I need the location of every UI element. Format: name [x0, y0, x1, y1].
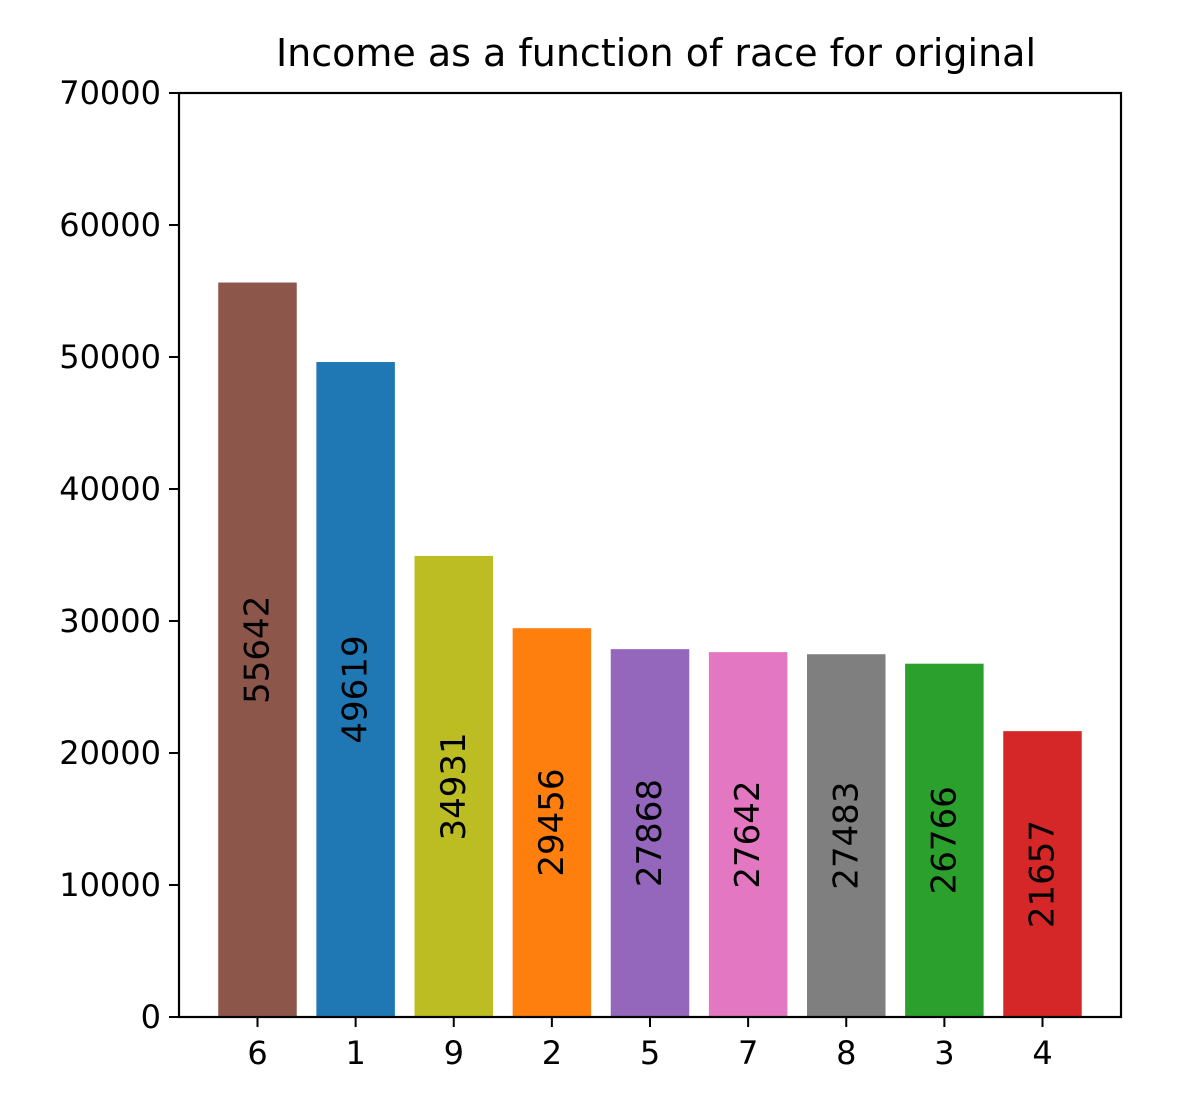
y-tick-label-70000: 70000 [59, 74, 161, 112]
y-tick-label-0: 0 [141, 998, 161, 1036]
data-label-2: 29456 [532, 769, 572, 877]
x-tick-label-3: 3 [934, 1034, 954, 1072]
bar-6 [218, 282, 297, 1017]
x-tick-label-7: 7 [738, 1034, 758, 1072]
bar-7 [708, 652, 788, 1017]
y-tick-label-60000: 60000 [59, 206, 161, 244]
data-label-9: 34931 [434, 732, 474, 840]
y-tick-label-50000: 50000 [59, 338, 161, 376]
bar-8 [807, 654, 886, 1017]
y-tick-label-20000: 20000 [59, 734, 161, 772]
data-label-6: 55642 [238, 596, 278, 704]
bar-4 [1003, 731, 1082, 1017]
x-axis: 6 1 9 2 5 7 8 3 4 [247, 1017, 1053, 1072]
data-label-7: 27642 [728, 780, 768, 888]
x-tick-label-9: 9 [444, 1034, 464, 1072]
bars-layer [218, 282, 1082, 1017]
data-label-5: 27868 [630, 779, 670, 887]
bar-2 [512, 628, 592, 1017]
data-label-4: 21657 [1023, 820, 1063, 928]
data-label-1: 49619 [336, 635, 376, 743]
chart-title: Income as a function of race for origina… [276, 31, 1036, 75]
bar-1 [316, 362, 395, 1017]
x-tick-label-5: 5 [640, 1034, 660, 1072]
x-tick-label-4: 4 [1032, 1034, 1052, 1072]
bar-9 [414, 555, 493, 1017]
data-label-8: 27483 [826, 782, 866, 890]
data-label-3: 26766 [924, 786, 964, 894]
x-tick-label-8: 8 [836, 1034, 856, 1072]
x-tick-label-1: 1 [345, 1034, 365, 1072]
y-tick-label-30000: 30000 [59, 602, 161, 640]
x-tick-label-6: 6 [247, 1034, 267, 1072]
x-tick-label-2: 2 [542, 1034, 562, 1072]
y-tick-label-10000: 10000 [59, 866, 161, 904]
y-axis: 0 10000 20000 30000 40000 50000 60000 70000 [59, 74, 179, 1036]
y-tick-label-40000: 40000 [59, 470, 161, 508]
bar-3 [905, 663, 984, 1017]
bar-5 [610, 649, 690, 1017]
data-labels-layer: 55642 49619 34931 29456 27868 27642 27483 26766… [238, 596, 1063, 928]
